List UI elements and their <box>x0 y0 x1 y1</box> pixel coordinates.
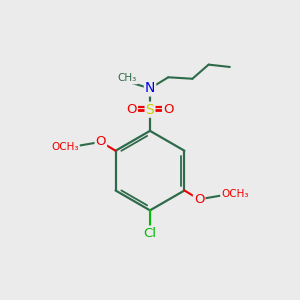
Text: S: S <box>146 103 154 117</box>
Text: Cl: Cl <box>143 226 157 239</box>
Text: CH₃: CH₃ <box>118 74 137 83</box>
Text: OCH₃: OCH₃ <box>221 189 249 199</box>
Text: O: O <box>127 103 137 116</box>
Text: O: O <box>163 103 173 116</box>
Text: N: N <box>145 82 155 95</box>
Text: OCH₃: OCH₃ <box>51 142 79 152</box>
Text: O: O <box>96 135 106 148</box>
Text: O: O <box>194 193 204 206</box>
